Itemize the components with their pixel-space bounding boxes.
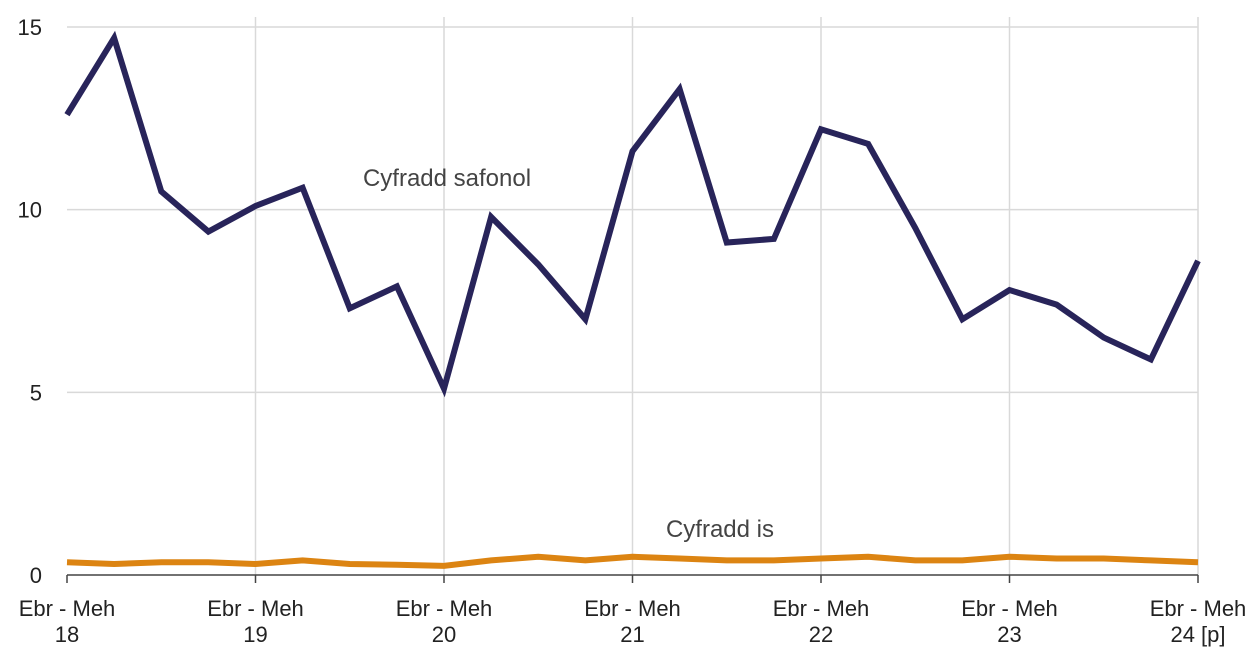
x-tick-label: 22 — [809, 622, 833, 647]
y-tick-label: 10 — [18, 198, 42, 223]
x-tick-label: Ebr - Meh — [961, 596, 1058, 621]
y-tick-label: 5 — [30, 380, 42, 405]
x-tick-label: 19 — [243, 622, 267, 647]
x-tick-label: 21 — [620, 622, 644, 647]
series-label: Cyfradd is — [666, 516, 774, 543]
x-tick-label: 24 [p] — [1170, 622, 1225, 647]
data-line — [66, 553, 1199, 569]
x-tick-label: Ebr - Meh — [207, 596, 304, 621]
x-tick-label: Ebr - Meh — [773, 596, 870, 621]
y-tick-label: 15 — [18, 15, 42, 40]
x-tick-label: Ebr - Meh — [1150, 596, 1247, 621]
data-line — [64, 30, 1201, 398]
x-tick-label: Ebr - Meh — [584, 596, 681, 621]
grid — [67, 17, 1199, 575]
series-label: Cyfradd safonol — [363, 165, 531, 192]
x-tick-label: 18 — [55, 622, 79, 647]
y-tick-label: 0 — [30, 563, 42, 588]
x-tick-label: 23 — [997, 622, 1021, 647]
x-tick-label: 20 — [432, 622, 456, 647]
x-tick-label: Ebr - Meh — [396, 596, 493, 621]
x-tick-label: Ebr - Meh — [19, 596, 116, 621]
